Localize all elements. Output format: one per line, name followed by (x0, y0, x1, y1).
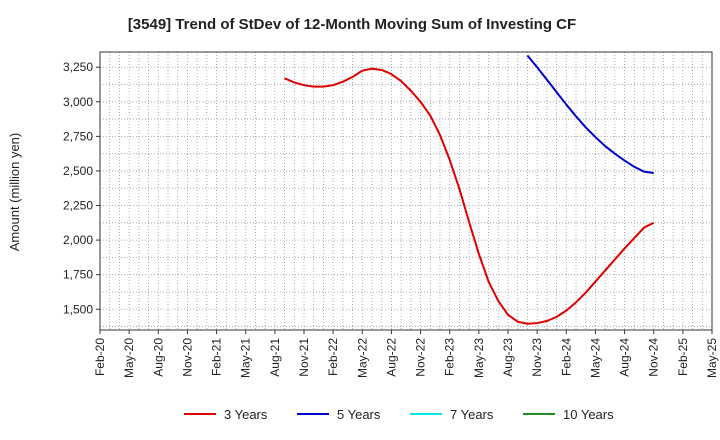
series-line-5-years (526, 54, 654, 175)
y-tick-label: 1,500 (63, 302, 93, 316)
x-tick-label: May-25 (705, 338, 719, 378)
y-tick-label: 2,250 (63, 199, 93, 213)
legend-label: 5 Years (337, 407, 381, 422)
y-tick-label: 3,000 (63, 95, 93, 109)
series-line-3-years (284, 67, 655, 325)
legend-label: 10 Years (563, 407, 614, 422)
chart-title: [3549] Trend of StDev of 12-Month Moving… (128, 16, 576, 33)
x-tick-label: Aug-23 (501, 338, 515, 377)
plot-area: 1,500 1,750 2,000 2,250 2,500 2,750 3,000 3,250… (63, 51, 719, 378)
x-tick-label: Feb-24 (559, 338, 573, 376)
x-tick-label: Aug-22 (384, 338, 398, 377)
x-tick-label: Nov-20 (180, 338, 194, 377)
x-tick-label: Feb-20 (93, 338, 107, 376)
x-tick-label: Aug-20 (151, 338, 165, 377)
x-tick-label: Nov-24 (647, 338, 661, 377)
x-tick-label: Nov-21 (297, 338, 311, 377)
y-tick-label: 2,500 (63, 164, 93, 178)
x-tick-label: Feb-23 (443, 338, 457, 376)
y-axis-label: Amount (million yen) (7, 133, 22, 252)
y-tick-label: 1,750 (63, 268, 93, 282)
x-tick-label: Feb-22 (326, 338, 340, 376)
x-tick-label: May-20 (122, 338, 136, 378)
x-tick-label: Feb-21 (210, 338, 224, 376)
y-tick-label: 3,250 (63, 60, 93, 74)
x-tick-label: Nov-22 (414, 338, 428, 377)
x-tick-label: Aug-21 (268, 338, 282, 377)
x-tick-label: Nov-23 (530, 338, 544, 377)
legend: 3 Years 5 Years 7 Years 10 Years (184, 407, 614, 422)
x-tick-label: May-22 (355, 338, 369, 378)
x-tick-label: May-23 (472, 338, 486, 378)
legend-label: 3 Years (224, 407, 268, 422)
x-tick-label: Aug-24 (618, 338, 632, 377)
x-tick-label: Feb-25 (676, 338, 690, 376)
plot-frame (99, 51, 713, 331)
y-tick-label: 2,000 (63, 233, 93, 247)
legend-label: 7 Years (450, 407, 494, 422)
x-tick-label: May-21 (239, 338, 253, 378)
x-tick-label: May-24 (588, 338, 602, 378)
y-tick-label: 2,750 (63, 129, 93, 143)
